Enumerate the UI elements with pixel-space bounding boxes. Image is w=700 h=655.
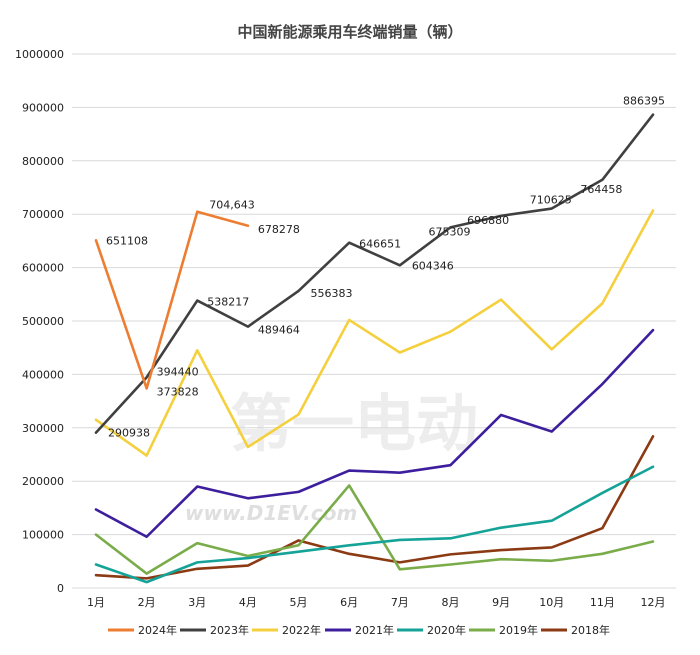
data-label: 646651 bbox=[359, 238, 401, 251]
data-label: 556383 bbox=[311, 287, 353, 300]
data-label: 696880 bbox=[467, 214, 509, 227]
series-lines bbox=[94, 113, 655, 584]
x-tick-label: 8月 bbox=[441, 596, 459, 609]
y-tick-label: 1000000 bbox=[15, 48, 64, 61]
legend-label: 2018年 bbox=[571, 623, 610, 637]
y-tick-label: 900000 bbox=[22, 101, 64, 114]
data-label: 651108 bbox=[106, 234, 148, 247]
legend-label: 2021年 bbox=[355, 623, 394, 637]
y-tick-label: 200000 bbox=[22, 475, 64, 488]
data-label: 675309 bbox=[428, 225, 470, 238]
data-label: 678278 bbox=[258, 223, 300, 236]
x-tick-label: 1月 bbox=[87, 596, 105, 609]
data-label: 373828 bbox=[157, 385, 199, 398]
series-line bbox=[94, 209, 655, 457]
watermark: 第一电动 www.D1EV.com bbox=[185, 387, 478, 525]
x-axis-ticks: 1月 2月 3月 4月 5月 6月 7月 8月 9月 10月 11月 12月 bbox=[87, 596, 666, 609]
data-label: 394440 bbox=[157, 365, 199, 378]
data-label: 764458 bbox=[580, 183, 622, 196]
legend-label: 2022年 bbox=[282, 623, 321, 637]
watermark-brand: 第一电动 bbox=[230, 387, 478, 460]
series-line bbox=[94, 113, 655, 434]
series-line bbox=[94, 465, 655, 584]
watermark-url: www.D1EV.com bbox=[185, 501, 357, 525]
y-tick-label: 500000 bbox=[22, 315, 64, 328]
data-label: 290938 bbox=[108, 427, 150, 440]
y-tick-label: 700000 bbox=[22, 208, 64, 221]
gridlines bbox=[72, 53, 676, 589]
legend: 2024年 2023年 2022年 2021年 2020年 2019年 2018年 bbox=[108, 623, 610, 637]
x-tick-label: 2月 bbox=[138, 596, 156, 609]
series-line bbox=[94, 210, 250, 390]
y-tick-label: 300000 bbox=[22, 422, 64, 435]
y-axis-ticks: 0 100000 200000 300000 400000 500000 600000 700… bbox=[15, 48, 64, 595]
y-tick-label: 800000 bbox=[22, 155, 64, 168]
x-tick-label: 11月 bbox=[590, 596, 615, 609]
data-label: 604346 bbox=[412, 259, 454, 272]
x-tick-label: 12月 bbox=[641, 596, 666, 609]
data-label: 704,643 bbox=[209, 199, 255, 212]
legend-label: 2024年 bbox=[138, 623, 177, 637]
series-line bbox=[94, 328, 655, 539]
chart-title: 中国新能源乘用车终端销量（辆） bbox=[237, 23, 462, 41]
y-tick-label: 400000 bbox=[22, 368, 64, 381]
series-line bbox=[94, 435, 655, 580]
x-tick-label: 3月 bbox=[188, 596, 206, 609]
data-label: 489464 bbox=[258, 324, 300, 337]
x-tick-label: 6月 bbox=[340, 596, 358, 609]
x-tick-label: 9月 bbox=[492, 596, 510, 609]
x-tick-label: 7月 bbox=[391, 596, 409, 609]
legend-label: 2019年 bbox=[499, 623, 538, 637]
series-line bbox=[94, 484, 655, 575]
x-tick-label: 5月 bbox=[290, 596, 308, 609]
y-tick-label: 100000 bbox=[22, 529, 64, 542]
x-tick-label: 10月 bbox=[539, 596, 564, 609]
data-label: 886395 bbox=[623, 95, 665, 108]
data-label: 710625 bbox=[530, 194, 572, 207]
legend-label: 2020年 bbox=[427, 623, 466, 637]
x-tick-label: 4月 bbox=[239, 596, 257, 609]
legend-label: 2023年 bbox=[210, 623, 249, 637]
y-tick-label: 0 bbox=[57, 582, 64, 595]
data-label: 538217 bbox=[207, 296, 249, 309]
y-tick-label: 600000 bbox=[22, 262, 64, 275]
